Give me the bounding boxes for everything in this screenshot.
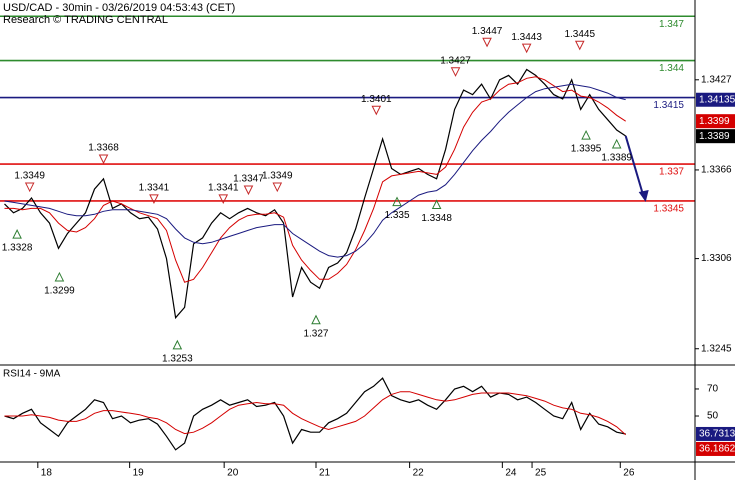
peak-marker [149, 194, 159, 205]
trough-marker [581, 129, 591, 140]
level-label: 1.3345 [653, 204, 684, 215]
peak-label: 1.3443 [511, 32, 542, 43]
trough-label: 1.3299 [44, 286, 75, 297]
peak-label: 1.3349 [14, 171, 45, 182]
trough-label: 1.3348 [421, 213, 452, 224]
chart-title: USD/CAD - 30min - 03/26/2019 04:53:43 (C… [3, 2, 235, 14]
x-tick-label: 19 [133, 468, 145, 479]
trough-marker [172, 339, 183, 350]
peak-marker [482, 37, 492, 48]
x-tick-label: 21 [319, 468, 331, 479]
value-box [696, 114, 735, 129]
value-box-label: 1.34135 [699, 94, 735, 105]
trough-marker [611, 138, 622, 149]
trough-label: 1.327 [303, 328, 328, 339]
x-tick-label: 26 [623, 468, 635, 479]
trough-marker [311, 314, 321, 325]
value-box-label: 1.3399 [699, 116, 730, 127]
level-label: 1.3415 [653, 100, 684, 111]
forecast-arrow [624, 135, 645, 198]
y-tick-label: 50 [707, 411, 719, 422]
x-tick-label: 24 [505, 468, 517, 479]
series-line [4, 83, 626, 258]
value-box [696, 92, 735, 107]
rsi-title: RSI14 - 9MA [3, 369, 61, 380]
peak-marker [450, 67, 461, 77]
x-tick-label: 20 [227, 468, 239, 479]
trough-marker [392, 196, 402, 207]
level-label: 1.347 [659, 19, 684, 30]
series-line [4, 76, 626, 283]
forecast-arrowhead [638, 189, 649, 202]
trough-marker [54, 271, 65, 282]
peak-marker [574, 40, 585, 51]
peak-marker [371, 105, 382, 116]
peak-label: 1.3341 [139, 183, 170, 194]
trough-label: 1.3253 [162, 354, 193, 365]
x-tick-label: 18 [41, 468, 53, 479]
peak-marker [243, 185, 254, 196]
value-box [696, 129, 735, 144]
peak-marker [272, 182, 283, 193]
peak-label: 1.3349 [262, 171, 293, 182]
peak-label: 1.3401 [361, 94, 392, 105]
chart-subtitle: Research © TRADING CENTRAL [3, 14, 168, 26]
plot-layer [0, 15, 695, 451]
value-box-label: 36.7313 [699, 429, 735, 440]
trough-marker [431, 199, 442, 210]
peak-marker [521, 43, 532, 54]
value-box [696, 441, 735, 456]
peak-marker [98, 154, 109, 165]
trough-label: 1.3328 [2, 243, 33, 254]
peak-label: 1.3445 [564, 29, 595, 40]
peak-label: 1.3447 [472, 26, 503, 37]
peak-marker [218, 194, 229, 205]
x-tick-label: 22 [413, 468, 425, 479]
value-box-label: 1.3389 [699, 131, 730, 142]
peak-label: 1.3368 [88, 143, 119, 154]
peak-label: 1.3341 [208, 183, 239, 194]
level-label: 1.337 [659, 167, 684, 178]
value-box [696, 426, 735, 441]
trough-label: 1.3395 [571, 144, 602, 155]
y-tick-label: 70 [707, 384, 719, 395]
series-line [4, 68, 627, 320]
trough-label: 1.335 [384, 210, 409, 221]
x-tick-label: 25 [535, 468, 547, 479]
y-tick-label: 1.3366 [701, 165, 732, 176]
trough-marker [12, 228, 22, 239]
y-tick-label: 1.3306 [701, 253, 732, 264]
series-line [4, 391, 627, 436]
peak-label: 1.3347 [233, 174, 264, 185]
peak-marker [24, 182, 35, 193]
y-tick-label: 1.3427 [701, 74, 732, 85]
peak-label: 1.3427 [440, 55, 471, 66]
trough-label: 1.3389 [601, 153, 632, 164]
level-label: 1.344 [659, 63, 684, 74]
y-tick-label: 1.3245 [701, 343, 732, 354]
value-box-label: 36.1862 [699, 444, 735, 455]
